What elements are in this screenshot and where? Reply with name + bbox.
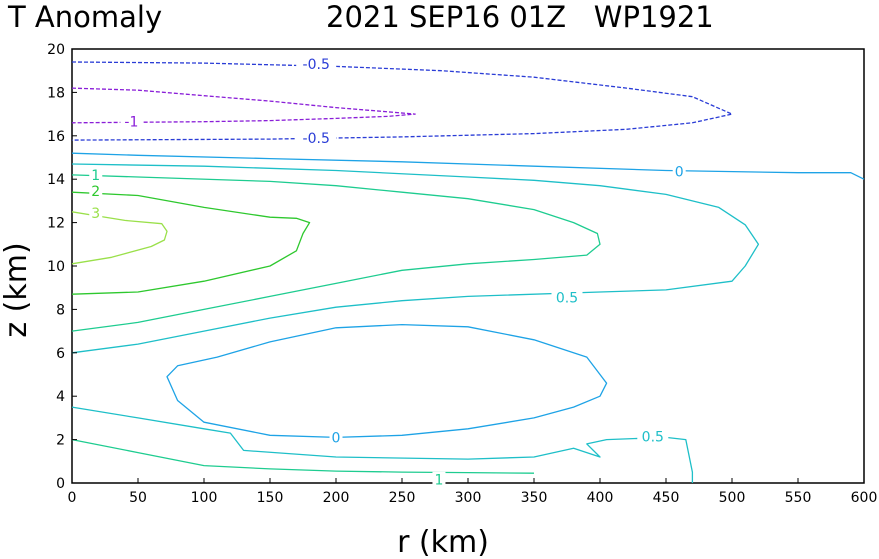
contour-level-0.5: 0.5 [71, 406, 694, 483]
x-tick-label: 500 [719, 490, 746, 506]
contour-line [71, 174, 601, 332]
x-tick-label: 200 [323, 490, 350, 506]
chart-title-left: T Anomaly [7, 0, 162, 34]
contour-label-bg [296, 56, 337, 73]
contour-line [166, 323, 608, 439]
x-tick-label: 400 [587, 490, 614, 506]
contour-level-0: 0 [166, 323, 608, 446]
contour-label-bg [89, 183, 103, 200]
contour-line [71, 438, 535, 474]
y-tick-label: 12 [47, 216, 65, 232]
contour-label: -0.5 [303, 57, 330, 73]
x-tick-label: 300 [455, 490, 482, 506]
y-tick-label: 6 [56, 346, 65, 362]
contour-level-1: 1 [71, 166, 601, 332]
contour-line [71, 87, 416, 124]
y-axis-label: z (km) [0, 242, 34, 337]
contour-label: -0.5 [303, 131, 330, 147]
contour-line [71, 211, 168, 265]
contour-line [71, 61, 733, 141]
contour-label-bg [637, 428, 669, 445]
contour-label-bg [89, 166, 103, 183]
contour-label-bg [551, 289, 583, 306]
contour-label: -1 [124, 115, 138, 131]
x-tick-label: 100 [191, 490, 218, 506]
contour-label-bg [329, 429, 343, 446]
x-tick-label: 150 [257, 490, 284, 506]
contour-label-bg [89, 204, 103, 221]
contour-level-3: 3 [71, 204, 168, 265]
x-tick-label: 350 [521, 490, 548, 506]
contour-level-0: 0 [71, 152, 865, 181]
chart-title-right: 2021 SEP16 01Z WP1921 [326, 0, 714, 34]
contour-level-1: 1 [71, 438, 535, 489]
contour-label: 0.5 [556, 290, 578, 306]
x-axis-ticks: 0 50 100 150 200 250 300 350 400 450 500 550 600 [68, 478, 878, 506]
y-tick-label: 18 [47, 85, 65, 101]
x-axis-label: r (km) [397, 525, 489, 559]
contour-label-bg [432, 471, 446, 488]
contour-label: 3 [91, 206, 100, 222]
contour-label: 0 [332, 430, 341, 446]
contour-label: 2 [91, 184, 100, 200]
contour-line [71, 191, 311, 295]
y-tick-label: 20 [47, 42, 65, 58]
contour-label: 0.5 [642, 429, 664, 445]
contour-line [71, 152, 865, 180]
x-tick-label: 50 [129, 490, 147, 506]
contour-label: 1 [91, 168, 100, 184]
contour-level-0.5: 0.5 [71, 163, 760, 354]
contour-label-bg [120, 113, 143, 130]
x-tick-label: 450 [653, 490, 680, 506]
contour-label-bg [296, 129, 337, 146]
y-tick-label: 4 [56, 389, 65, 405]
contour-label: 0 [675, 165, 684, 181]
x-tick-label: 250 [389, 490, 416, 506]
contour-level--1: -1 [71, 87, 416, 131]
y-tick-label: 0 [56, 476, 65, 492]
x-tick-label: 550 [785, 490, 812, 506]
y-tick-label: 16 [47, 129, 65, 145]
contour-line [71, 406, 694, 483]
y-tick-label: 8 [56, 302, 65, 318]
y-tick-label: 10 [47, 259, 65, 275]
contour-label-bg [672, 163, 686, 180]
y-tick-label: 14 [47, 172, 65, 188]
x-tick-label: 600 [851, 490, 878, 506]
y-tick-label: 2 [56, 433, 65, 449]
y-axis-ticks: 0 2 4 6 8 10 12 14 16 18 20 [47, 42, 77, 492]
contour-line [71, 163, 760, 354]
contour-level-2: 2 [71, 183, 311, 295]
x-tick-label: 0 [68, 490, 77, 506]
contour-level--0.5: -0.5 -0.5 [71, 56, 733, 147]
contour-label: 1 [434, 473, 443, 489]
